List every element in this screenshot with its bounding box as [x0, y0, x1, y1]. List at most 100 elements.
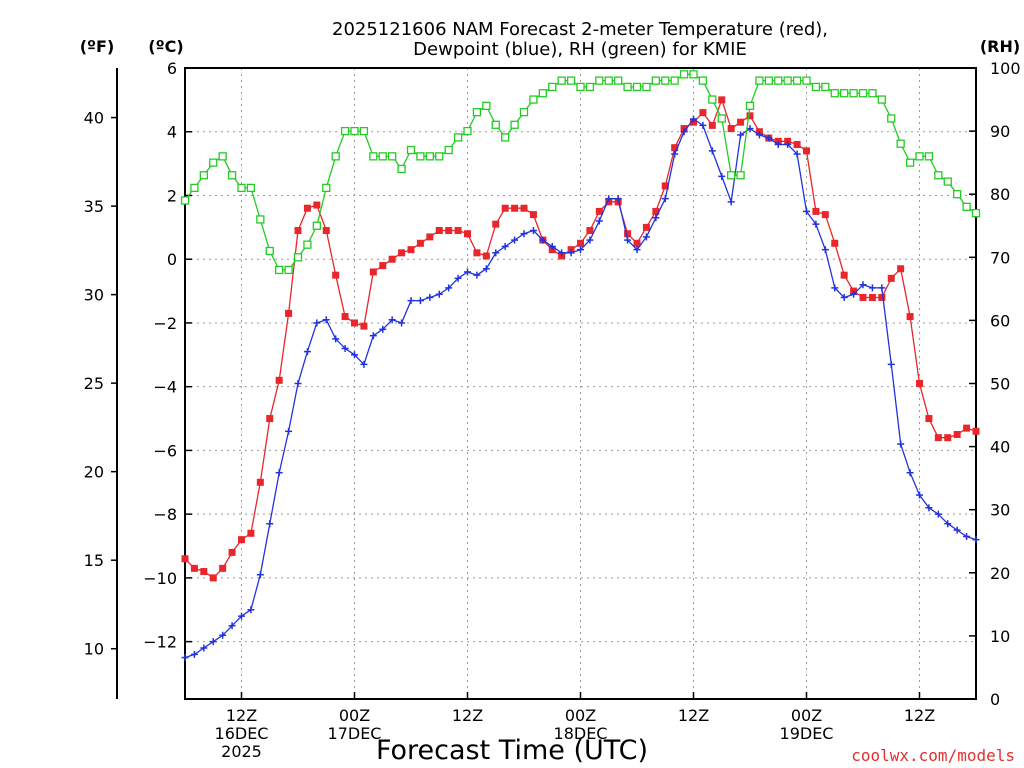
- time-tick-label: 00Z: [339, 706, 370, 725]
- rh-tick-label: 60: [990, 311, 1010, 330]
- rh-point: [529, 95, 538, 104]
- rh-point: [651, 76, 660, 85]
- dewpoint-point: [238, 612, 245, 620]
- dewpoint-point: [219, 631, 227, 639]
- rh-point: [774, 76, 783, 85]
- dewpoint-point: [708, 147, 716, 155]
- rh-point: [293, 253, 303, 262]
- temperature-point: [209, 574, 217, 582]
- temperature-point: [642, 223, 650, 231]
- fahrenheit-tick-label: 25: [84, 374, 104, 393]
- dewpoint-point: [539, 236, 547, 244]
- rh-point: [745, 101, 755, 111]
- rh-point: [623, 82, 632, 92]
- rh-tick-label: 100: [990, 59, 1021, 78]
- rh-point: [924, 152, 934, 161]
- dewpoint-point: [624, 236, 632, 244]
- dewpoint-point: [369, 332, 377, 340]
- temperature-point: [473, 249, 481, 257]
- rh-point: [397, 164, 406, 174]
- temperature-point: [181, 555, 189, 563]
- rh-point: [275, 265, 284, 275]
- fahrenheit-tick-label: 15: [84, 551, 104, 570]
- rh-point: [331, 152, 340, 161]
- celsius-tick-label: −10: [143, 569, 177, 588]
- dewpoint-point: [313, 319, 321, 327]
- dewpoint-point: [294, 380, 302, 387]
- rh-tick-label: 10: [990, 627, 1010, 646]
- rh-point: [953, 190, 962, 199]
- dewpoint-point: [200, 644, 208, 652]
- rh-point: [905, 158, 915, 167]
- rh-point: [227, 171, 237, 180]
- rh-point: [190, 183, 199, 193]
- dewpoint-point: [633, 246, 641, 254]
- rh-point: [971, 208, 981, 218]
- dewpoint-point: [831, 284, 839, 292]
- time-tick-label: 00Z: [791, 706, 822, 725]
- dewpoint-point: [209, 638, 217, 646]
- temperature-point: [868, 293, 876, 301]
- dewpoint-point: [803, 207, 810, 215]
- temperature-point: [661, 182, 669, 190]
- dewpoint-point: [548, 242, 556, 250]
- rh-point: [416, 152, 425, 161]
- rh-point: [435, 152, 444, 161]
- rh-point: [453, 133, 463, 142]
- rh-point: [444, 145, 453, 155]
- rh-point: [312, 221, 321, 230]
- rh-point: [802, 76, 811, 85]
- rh-point: [661, 76, 670, 85]
- rh-point: [378, 152, 387, 161]
- dewpoint-point: [878, 284, 886, 292]
- rh-point: [736, 171, 745, 180]
- temperature-point: [416, 239, 424, 247]
- rh-point: [472, 108, 482, 117]
- dewpoint-point: [595, 217, 603, 225]
- rh-point: [237, 183, 246, 193]
- celsius-tick-label: −6: [153, 441, 177, 460]
- dewpoint-point: [266, 520, 274, 528]
- temperature-point: [577, 239, 584, 247]
- dewpoint-point: [445, 284, 453, 292]
- rh-point: [727, 171, 736, 180]
- rh-point: [388, 152, 397, 161]
- rh-point: [359, 126, 369, 136]
- dewpoint-point: [435, 290, 443, 298]
- temperature-point: [840, 271, 848, 279]
- temperature-point: [360, 322, 368, 330]
- time-tick-label: 17DEC: [328, 724, 382, 743]
- time-tick-label: 00Z: [565, 706, 596, 725]
- temperature-point: [313, 201, 321, 209]
- temperature-point: [228, 548, 236, 556]
- temperature-point: [529, 211, 537, 219]
- temperature-point: [200, 568, 208, 576]
- dewpoint-point: [746, 125, 754, 133]
- dewpoint-point: [360, 360, 368, 368]
- rh-tick-label: 70: [990, 248, 1010, 267]
- dewpoint-point: [407, 297, 415, 305]
- temperature-point: [247, 529, 255, 537]
- temperature-point: [379, 262, 387, 270]
- series-layer: [180, 70, 981, 662]
- time-tick-label: 12Z: [904, 706, 935, 725]
- temperature-point: [341, 313, 349, 321]
- dewpoint-point: [774, 140, 782, 148]
- dewpoint-point: [605, 195, 613, 203]
- rh-point: [180, 196, 190, 205]
- rh-point: [811, 82, 821, 92]
- celsius-tick-label: 0: [167, 250, 177, 269]
- dewpoint-point: [784, 140, 792, 148]
- temperature-point: [737, 118, 745, 126]
- time-tick-label: 12Z: [452, 706, 483, 725]
- dewpoint-point: [699, 121, 707, 129]
- time-tick-label: 19DEC: [780, 724, 834, 743]
- dewpoint-point: [181, 654, 189, 662]
- chart-title-line2: Dewpoint (blue), RH (green) for KMIE: [413, 39, 747, 60]
- fahrenheit-tick-label: 20: [84, 463, 104, 482]
- temperature-point: [916, 380, 923, 387]
- dewpoint-point: [379, 325, 387, 333]
- dewpoint-point: [718, 172, 726, 180]
- temperature-point: [953, 430, 961, 438]
